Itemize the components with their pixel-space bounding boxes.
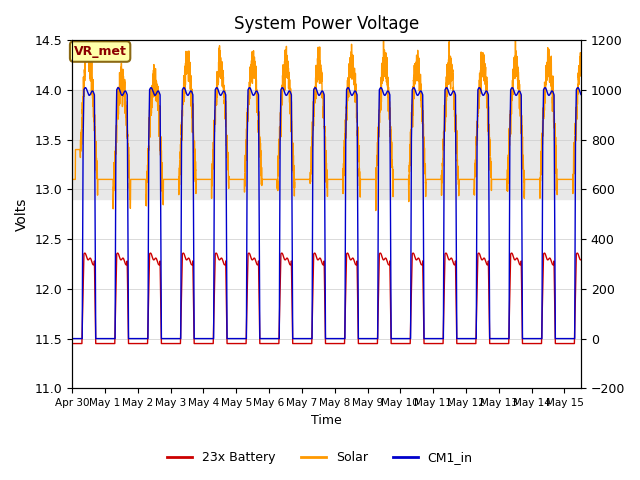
- Title: System Power Voltage: System Power Voltage: [234, 15, 419, 33]
- Bar: [72, 90, 581, 199]
- Text: VR_met: VR_met: [74, 45, 127, 58]
- X-axis label: Time: Time: [311, 414, 342, 427]
- Y-axis label: Volts: Volts: [15, 198, 29, 231]
- Legend: 23x Battery, Solar, CM1_in: 23x Battery, Solar, CM1_in: [163, 446, 477, 469]
